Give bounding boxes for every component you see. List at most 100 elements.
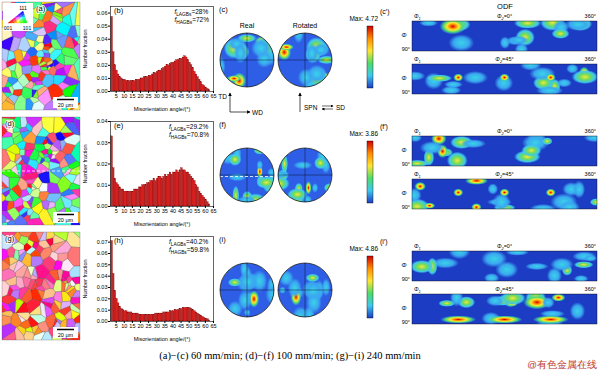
svg-text:(c′): (c′) <box>380 8 389 16</box>
svg-text:55: 55 <box>194 208 200 214</box>
svg-text:(g): (g) <box>5 234 15 243</box>
svg-text:(a): (a) <box>36 4 46 13</box>
svg-text:20 μm: 20 μm <box>58 102 74 108</box>
svg-text:Number fraction: Number fraction <box>82 29 88 68</box>
svg-text:0.03: 0.03 <box>97 284 108 290</box>
svg-text:0.00: 0.00 <box>97 88 108 94</box>
svg-text:15: 15 <box>129 93 135 99</box>
svg-text:(d): (d) <box>5 119 15 128</box>
svg-text:40: 40 <box>170 93 176 99</box>
svg-text:Φ: Φ <box>401 305 406 311</box>
svg-text:Real: Real <box>240 22 255 29</box>
svg-text:60: 60 <box>202 323 208 329</box>
svg-text:Φ1: Φ1 <box>414 56 421 64</box>
svg-text:60: 60 <box>202 93 208 99</box>
svg-text:90°: 90° <box>402 319 410 325</box>
svg-text:10: 10 <box>121 323 127 329</box>
svg-text:Number fraction: Number fraction <box>82 144 88 183</box>
svg-text:30: 30 <box>154 208 160 214</box>
svg-text:Φ2=45°: Φ2=45° <box>495 56 513 64</box>
svg-text:30: 30 <box>154 93 160 99</box>
svg-text:0.01: 0.01 <box>97 75 108 81</box>
svg-text:65: 65 <box>210 208 216 214</box>
svg-text:Φ2=0°: Φ2=0° <box>497 243 512 251</box>
svg-text:Φ1: Φ1 <box>414 243 421 251</box>
svg-text:65: 65 <box>210 93 216 99</box>
svg-text:25: 25 <box>146 323 152 329</box>
svg-text:(i′): (i′) <box>380 238 388 246</box>
svg-text:35: 35 <box>162 208 168 214</box>
svg-text:ODF: ODF <box>497 2 513 11</box>
svg-text:Φ2=45°: Φ2=45° <box>495 171 513 179</box>
svg-text:(f′): (f′) <box>380 123 388 131</box>
svg-text:0.02: 0.02 <box>97 161 108 167</box>
svg-text:111: 111 <box>19 5 27 11</box>
svg-text:0.05: 0.05 <box>97 23 108 29</box>
svg-text:0.04: 0.04 <box>97 273 108 279</box>
svg-text:0.04: 0.04 <box>97 36 108 42</box>
svg-text:Φ: Φ <box>401 147 406 153</box>
svg-text:30: 30 <box>154 323 160 329</box>
svg-text:35: 35 <box>162 323 168 329</box>
svg-text:001: 001 <box>4 25 13 31</box>
svg-text:15: 15 <box>129 323 135 329</box>
svg-text:0.03: 0.03 <box>97 140 108 146</box>
svg-text:Φ: Φ <box>401 190 406 196</box>
svg-text:Φ: Φ <box>401 262 406 268</box>
svg-text:50: 50 <box>186 323 192 329</box>
svg-text:360°: 360° <box>585 56 596 62</box>
svg-text:20 μm: 20 μm <box>58 332 74 338</box>
svg-text:0.01: 0.01 <box>97 182 108 188</box>
svg-text:SPN: SPN <box>304 104 318 111</box>
svg-text:WD: WD <box>252 109 263 116</box>
svg-text:90°: 90° <box>402 89 410 95</box>
svg-text:SD: SD <box>336 104 345 111</box>
svg-text:Max: 4.86: Max: 4.86 <box>349 245 378 252</box>
svg-text:Misorientation angle/(°): Misorientation angle/(°) <box>134 336 191 342</box>
svg-text:Rotated: Rotated <box>293 22 318 29</box>
svg-text:55: 55 <box>194 93 200 99</box>
svg-text:Misorientation angle/(°): Misorientation angle/(°) <box>134 106 191 112</box>
svg-text:Φ2=0°: Φ2=0° <box>497 128 512 136</box>
svg-text:Φ1: Φ1 <box>414 13 421 21</box>
svg-text:0.01: 0.01 <box>97 307 108 313</box>
svg-text:(a)−(c) 60 mm/min; (d)−(f) 100: (a)−(c) 60 mm/min; (d)−(f) 100 mm/min; (… <box>159 350 421 362</box>
svg-text:360°: 360° <box>585 286 596 292</box>
svg-text:Φ: Φ <box>401 75 406 81</box>
svg-text:60: 60 <box>202 208 208 214</box>
svg-text:0.04: 0.04 <box>97 118 108 124</box>
svg-text:0.00: 0.00 <box>97 203 108 209</box>
svg-text:45: 45 <box>178 323 184 329</box>
svg-text:@有色金属在线: @有色金属在线 <box>527 359 597 370</box>
svg-text:101: 101 <box>23 25 32 31</box>
svg-text:10: 10 <box>121 208 127 214</box>
svg-text:50: 50 <box>186 93 192 99</box>
svg-text:50: 50 <box>186 208 192 214</box>
svg-text:0.06: 0.06 <box>97 10 108 16</box>
svg-text:TD: TD <box>218 93 227 100</box>
svg-text:45: 45 <box>178 93 184 99</box>
svg-text:0.05: 0.05 <box>97 262 108 268</box>
svg-text:15: 15 <box>129 208 135 214</box>
svg-text:40: 40 <box>170 208 176 214</box>
svg-text:25: 25 <box>146 93 152 99</box>
svg-text:0.02: 0.02 <box>97 296 108 302</box>
svg-text:Φ: Φ <box>401 32 406 38</box>
svg-text:0.00: 0.00 <box>97 318 108 324</box>
svg-text:0.02: 0.02 <box>97 62 108 68</box>
svg-text:(c): (c) <box>219 5 228 14</box>
svg-text:Φ2=45°: Φ2=45° <box>495 286 513 294</box>
svg-text:40: 40 <box>170 323 176 329</box>
svg-text:55: 55 <box>194 323 200 329</box>
svg-text:Φ2=0°: Φ2=0° <box>497 13 512 21</box>
svg-text:45: 45 <box>178 208 184 214</box>
svg-text:90°: 90° <box>402 46 410 52</box>
svg-text:Φ1: Φ1 <box>414 171 421 179</box>
svg-text:10: 10 <box>121 93 127 99</box>
svg-text:(i): (i) <box>219 235 226 244</box>
svg-text:5: 5 <box>115 93 118 99</box>
svg-text:Number fraction: Number fraction <box>82 259 88 298</box>
svg-text:Φ1: Φ1 <box>414 128 421 136</box>
svg-text:20: 20 <box>137 93 143 99</box>
svg-text:0.06: 0.06 <box>97 250 108 256</box>
